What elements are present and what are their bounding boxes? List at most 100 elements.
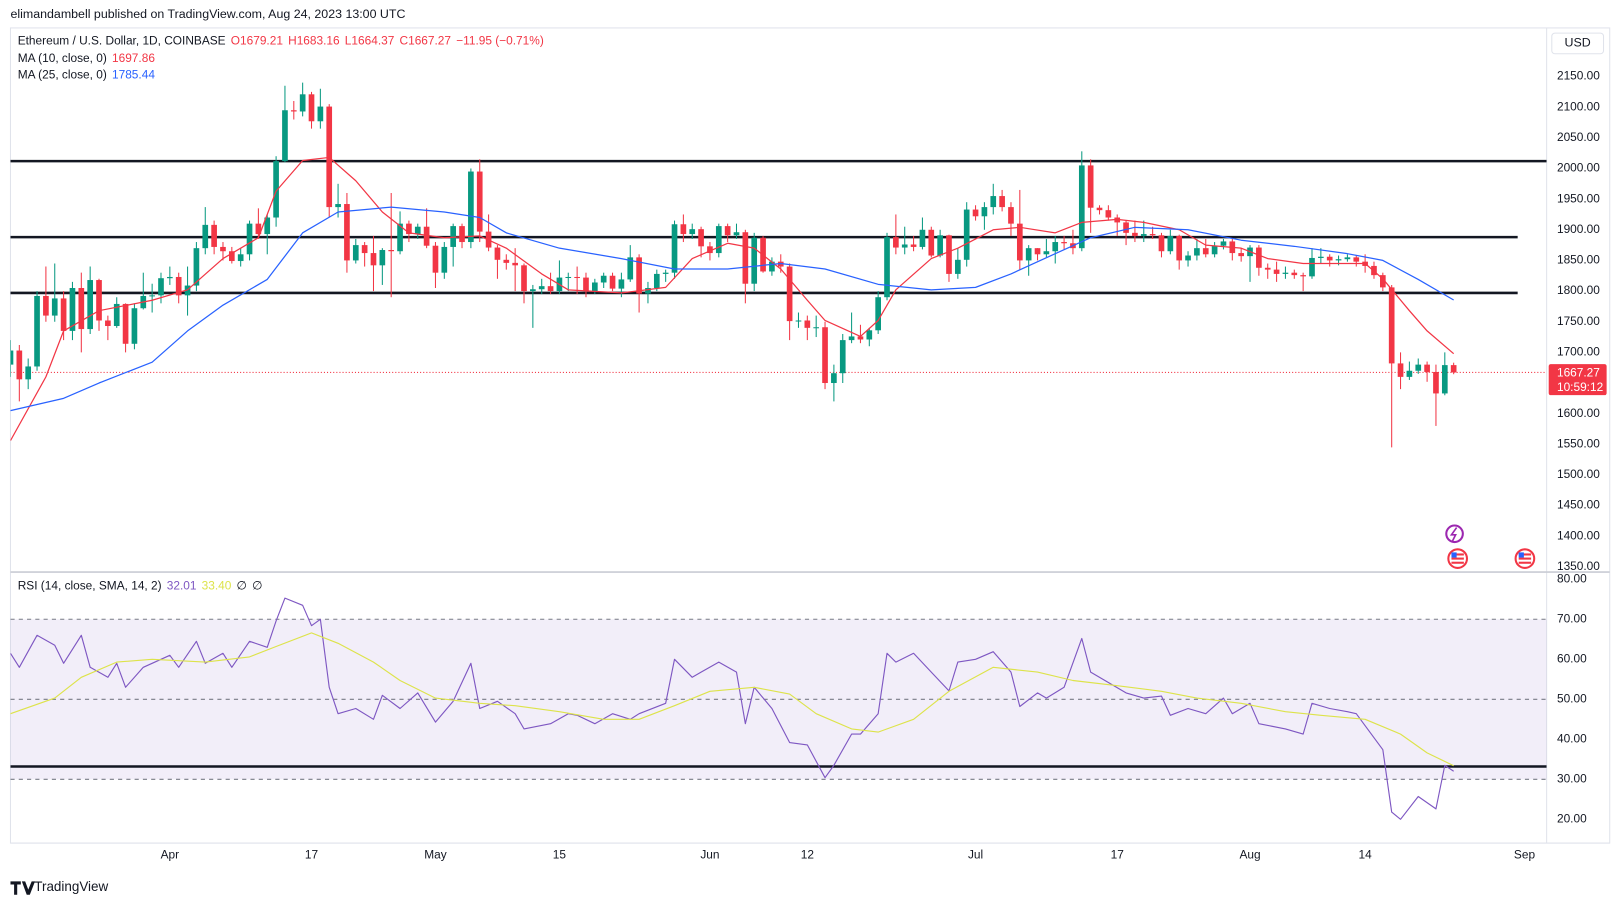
x-tick-label: 17 [1111,848,1124,862]
candle-body [609,275,616,289]
candle-body [1220,241,1227,246]
candle-body [105,320,111,327]
candle-body [1282,272,1289,274]
candle-body [246,223,253,255]
legend: Ethereum / U.S. Dollar, 1D, COINBASE O167… [18,34,544,593]
candle-body [627,257,634,280]
candle-body [476,171,483,232]
candle-body [1194,248,1200,256]
candle-body [175,276,182,296]
candle-body [600,275,607,283]
flag-icon[interactable] [1514,548,1536,569]
series-line [10,156,1455,441]
ohlc-legend-value: −11.95 (−0.71%) [456,34,544,48]
candle-body [158,278,164,296]
candle-body [1379,275,1386,288]
candle-body [565,276,572,279]
candle-body [282,110,288,162]
candle-body [459,226,465,243]
y-tick-label: 1350.00 [1557,559,1600,573]
candle-body [1344,257,1351,260]
candle-body [786,266,793,322]
candle-body [450,226,457,247]
last-price-tag [1548,364,1607,396]
candle-body [352,245,359,261]
candle-body [1300,275,1306,277]
candle-body [742,232,749,284]
candle-body [1211,245,1218,255]
flag-stripe [1451,561,1464,564]
x-tick-label: Jun [700,848,719,862]
series-line [10,597,1454,820]
candle-body [671,224,678,273]
candle-body [388,250,395,252]
flag-stripe [1518,557,1532,560]
legend-series-name: MA (25, close, 0) [18,68,107,82]
flag-canton [1451,552,1457,558]
rsi-legend-value: 33.40 [202,579,232,593]
candle-body [1008,207,1014,224]
candle-body [1034,248,1041,255]
candle-body [1441,365,1448,394]
candle-body [946,235,952,274]
candle-body [1388,287,1395,364]
candle-body [131,308,138,344]
candle-body [211,224,217,247]
y-tick-label: 1600.00 [1557,406,1600,420]
candle-body [273,161,279,218]
flag-stripe [1518,553,1532,556]
candle-body [503,259,510,263]
candle-body [237,254,244,262]
candle-body [1132,232,1138,236]
candle-body [344,204,350,261]
currency-label[interactable]: USD [1565,36,1591,50]
x-tick-label: Sep [1514,848,1536,862]
x-tick-label: Aug [1239,848,1260,862]
candle-body [25,366,32,380]
rsi-band [10,619,1547,780]
ohlc-legend-value: C1667.27 [400,34,452,48]
candle-body [432,245,439,273]
candle-body [955,259,961,274]
candle-body [1096,207,1103,211]
candle-body [299,94,306,112]
legend-series-value: 1697.86 [112,51,155,65]
candle-body [290,110,297,112]
candle-body [1326,256,1333,261]
candle-body [963,209,970,260]
candle-body [69,288,76,331]
ohlc-legend-value: O1679.21 [231,34,284,48]
candle-body [689,229,696,235]
candle-body [999,196,1005,208]
candle-body [592,282,598,292]
candle-body [662,272,669,274]
candle-body [1176,235,1183,261]
flag-stripe [1451,553,1464,556]
rsi-legend-value: ∅ [237,579,247,593]
candle-body [795,320,802,322]
candle-body [715,226,722,254]
rsi-pane [10,597,1547,820]
candle-body [397,223,403,252]
candle-body [1078,165,1085,249]
flag-icon[interactable] [1447,548,1469,569]
candle-body [379,250,386,266]
candle-body [423,226,430,246]
candle-body [1291,272,1298,276]
candle-body [538,286,545,290]
flag-stripe [1451,557,1464,560]
candle-body [645,288,651,294]
candle-body [547,286,554,292]
y-tick-label: 1400.00 [1557,528,1600,542]
candle-body [335,204,341,208]
candle-body [574,276,580,279]
candle-body [317,106,324,122]
candle-body [884,237,890,298]
flag-stripe [1518,561,1532,564]
rsi-legend-name: RSI (14, close, SMA, 14, 2) [18,579,162,593]
currency-box[interactable] [1551,32,1605,55]
rsi-tick-label: 40.00 [1557,731,1587,745]
countdown-label: 10:59:12 [1557,380,1603,394]
event-icon[interactable] [1445,524,1464,544]
y-tick-label: 1450.00 [1557,498,1600,512]
